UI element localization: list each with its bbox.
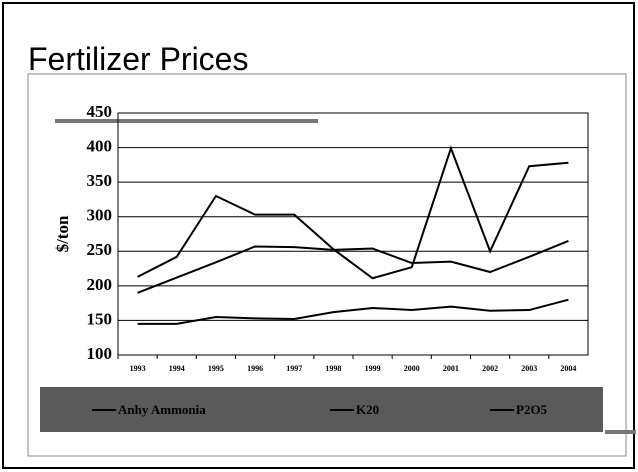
frame [27, 73, 627, 457]
y-tick-label: 150 [87, 309, 113, 328]
x-tick-label: 1995 [208, 364, 224, 373]
y-tick-label: 400 [87, 136, 113, 155]
y-tick-label: 300 [87, 206, 113, 225]
x-tick-label: 1997 [286, 364, 302, 373]
x-tick-label: 1994 [169, 364, 185, 373]
y-tick-label: 200 [87, 275, 113, 294]
x-tick-label: 2000 [404, 364, 420, 373]
y-tick-label: 250 [87, 240, 113, 259]
legend-label: Anhy Ammonia [118, 402, 206, 417]
x-tick-label: 1996 [247, 364, 263, 373]
series-line [137, 145, 569, 280]
y-tick-label: 100 [87, 344, 113, 363]
x-tick-label: 1998 [325, 364, 341, 373]
series-line [137, 239, 569, 294]
legend-label: P2O5 [516, 402, 548, 417]
series-line [137, 298, 569, 325]
y-tick-label: 450 [87, 102, 113, 121]
x-tick-label: 1993 [130, 364, 146, 373]
x-tick-label: 2002 [482, 364, 498, 373]
x-tick-label: 2004 [560, 364, 576, 373]
y-axis-label: $/ton [53, 215, 72, 252]
x-tick-label: 2001 [443, 364, 459, 373]
chart-title: Fertilizer Prices [28, 41, 248, 77]
legend-label: K20 [356, 402, 379, 417]
x-tick-label: 1999 [365, 364, 381, 373]
y-tick-label: 350 [87, 171, 113, 190]
x-tick-label: 2003 [521, 364, 537, 373]
